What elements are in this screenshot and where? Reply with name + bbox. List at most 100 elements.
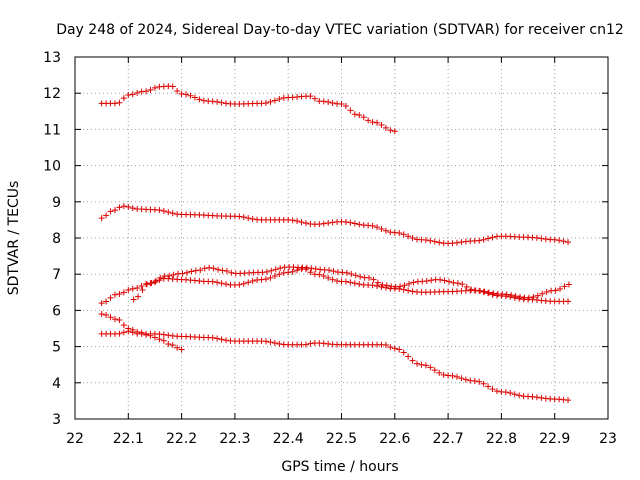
data-point <box>351 280 358 287</box>
data-point <box>98 311 105 318</box>
data-point <box>565 239 572 246</box>
data-point <box>374 119 381 126</box>
data-point <box>369 222 376 229</box>
data-point <box>557 285 564 292</box>
data-point <box>214 335 221 342</box>
data-point <box>458 239 465 246</box>
data-point <box>138 282 145 289</box>
data-point <box>206 264 213 271</box>
data-point <box>347 279 354 286</box>
y-tick-label: 13 <box>43 50 61 66</box>
data-point <box>277 265 284 272</box>
data-point <box>463 283 470 290</box>
data-point <box>262 276 269 283</box>
x-tick-label: 22.4 <box>273 431 304 447</box>
x-tick-labels: 22 22.1 22.2 22.3 22.4 22.5 22.6 22.7 22.8 22.9 23 <box>66 431 617 447</box>
x-tick-label: 22.9 <box>539 431 570 447</box>
data-point <box>436 239 443 246</box>
data-point <box>338 101 345 108</box>
data-point <box>156 336 163 343</box>
data-point <box>245 279 252 286</box>
data-point <box>298 219 305 226</box>
y-axis-label: SDTVAR / TECUs <box>6 181 22 296</box>
data-point <box>120 95 127 102</box>
data-point <box>103 298 110 305</box>
data-point <box>320 273 327 280</box>
data-point <box>151 334 158 341</box>
series-layer <box>98 83 572 404</box>
y-tick-label: 3 <box>52 412 61 428</box>
data-point <box>120 203 127 210</box>
data-point <box>356 281 363 288</box>
data-point <box>437 276 444 283</box>
x-axis-label: GPS time / hours <box>281 459 398 475</box>
data-point <box>188 268 195 275</box>
axis-ticks <box>74 56 609 420</box>
data-point <box>418 361 425 368</box>
data-point <box>218 280 225 287</box>
data-point <box>169 342 176 349</box>
data-point <box>406 280 413 287</box>
data-point <box>209 278 216 285</box>
data-point <box>160 331 167 338</box>
data-point <box>458 375 465 382</box>
x-tick-label: 22 <box>66 431 84 447</box>
data-point <box>489 386 496 393</box>
data-point <box>307 269 314 276</box>
data-point <box>240 280 247 287</box>
data-point <box>556 237 563 244</box>
y-tick-label: 6 <box>52 303 61 319</box>
data-point <box>414 360 421 367</box>
data-point <box>196 96 203 103</box>
data-point <box>453 239 460 246</box>
data-point <box>311 95 318 102</box>
data-point <box>111 100 118 107</box>
y-tick-label: 5 <box>52 340 61 356</box>
data-point <box>366 274 373 281</box>
data-point <box>218 336 225 343</box>
data-point <box>539 290 546 297</box>
data-point <box>125 92 132 99</box>
data-point <box>276 95 283 102</box>
data-point <box>187 92 194 99</box>
data-point <box>223 100 230 107</box>
data-point <box>165 209 172 216</box>
data-point <box>143 281 150 288</box>
data-point <box>326 267 333 274</box>
data-point <box>160 337 167 344</box>
data-point <box>169 210 176 217</box>
data-point <box>391 345 398 352</box>
series-1 <box>98 83 398 135</box>
x-tick-label: 22.1 <box>113 431 144 447</box>
data-point <box>387 344 394 351</box>
series-5 <box>98 328 572 404</box>
data-point <box>374 279 381 286</box>
data-point <box>329 99 336 106</box>
data-point <box>325 219 332 226</box>
data-point <box>369 282 376 289</box>
y-tick-label: 11 <box>43 122 61 138</box>
data-point <box>538 235 545 242</box>
y-tick-label: 7 <box>52 267 61 283</box>
data-point <box>170 271 177 278</box>
data-point <box>365 117 372 124</box>
data-point <box>294 217 301 224</box>
y-tick-label: 4 <box>52 376 61 392</box>
data-point <box>378 121 385 128</box>
data-point <box>391 128 398 135</box>
data-point <box>143 331 150 338</box>
data-point <box>476 237 483 244</box>
data-point <box>116 317 123 324</box>
x-tick-label: 22.7 <box>433 431 464 447</box>
series-6 <box>98 311 185 353</box>
data-point <box>565 281 572 288</box>
data-point <box>400 231 407 238</box>
data-point <box>316 271 323 278</box>
data-point <box>320 98 327 105</box>
y-tick-label: 12 <box>43 86 61 102</box>
data-point <box>165 332 172 339</box>
data-point <box>209 334 216 341</box>
data-point <box>147 332 154 339</box>
data-point <box>511 391 518 398</box>
data-point <box>428 277 435 284</box>
